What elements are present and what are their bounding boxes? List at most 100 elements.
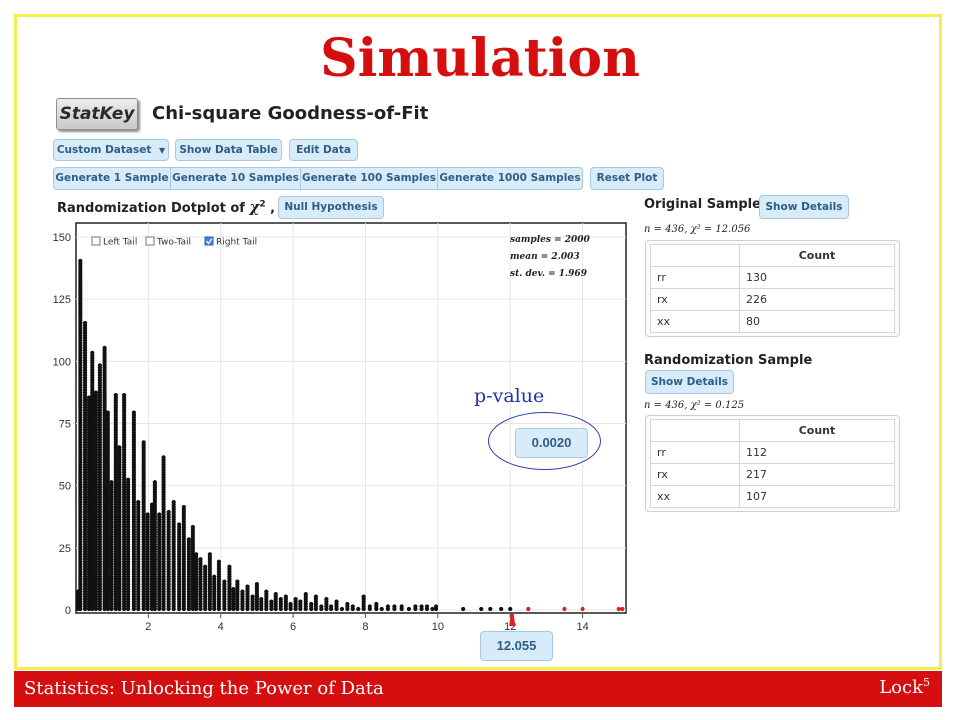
original-stat-line: n = 436, χ² = 12.056: [644, 224, 751, 235]
reset-plot-button[interactable]: Reset Plot: [590, 167, 664, 190]
dot: [269, 599, 274, 604]
left-tail-checkbox[interactable]: [91, 236, 101, 246]
right-tail-label: Right Tail: [216, 238, 257, 248]
original-count-table: Count rr 130 rx 226 xx 80: [650, 244, 895, 333]
dot: [102, 345, 107, 350]
dot: [399, 604, 404, 609]
dot: [298, 599, 303, 604]
tail-dot: [616, 606, 621, 612]
observed-statistic-box[interactable]: 12.055: [480, 631, 553, 661]
dot: [461, 606, 466, 612]
p-value-highlight-ellipse: [488, 412, 601, 470]
count-header: Count: [739, 419, 895, 442]
table-row: xx 107: [650, 485, 895, 508]
plot-heading: Randomization Dotplot of χ2 ,: [57, 198, 275, 216]
dot: [508, 606, 513, 612]
original-show-details-button[interactable]: Show Details: [759, 195, 849, 219]
show-data-table-button[interactable]: Show Data Table: [175, 139, 282, 161]
tail-dot: [580, 606, 585, 612]
dot: [488, 606, 493, 612]
dot: [288, 601, 293, 607]
stat-mean: mean = 2.003: [510, 252, 580, 262]
custom-dataset-button[interactable]: Custom Dataset ▼: [53, 139, 169, 161]
dot: [374, 601, 379, 607]
right-tail-checkbox[interactable]: [204, 236, 214, 246]
generate-1000-button[interactable]: Generate 1000 Samples: [437, 167, 583, 190]
dot: [166, 509, 171, 515]
dot: [385, 604, 391, 609]
dot: [264, 589, 269, 594]
dot: [78, 258, 83, 263]
dot: [273, 591, 278, 597]
plot-heading-comma: ,: [270, 201, 276, 216]
left-tail-label: Left Tail: [103, 238, 137, 248]
generate-100-button[interactable]: Generate 100 Samples: [300, 167, 437, 190]
y-tick-label: 50: [59, 481, 71, 493]
dot: [339, 606, 345, 612]
dot: [245, 584, 250, 589]
count-header: Count: [739, 244, 895, 267]
category-cell: rr: [650, 441, 740, 464]
dot: [227, 564, 232, 569]
y-tick-label: 125: [53, 294, 71, 306]
y-axis-ticks: 0 25 50 75 100 125 150: [53, 232, 71, 617]
dot: [283, 594, 288, 599]
dot: [171, 499, 176, 505]
category-cell: xx: [650, 310, 740, 333]
dot: [207, 552, 212, 557]
dot: [250, 594, 255, 599]
dot: [367, 604, 372, 609]
randomization-stat-line: n = 436, χ² = 0.125: [644, 400, 745, 411]
count-cell: 130: [739, 266, 895, 289]
dot: [240, 589, 245, 594]
dot: [345, 601, 350, 607]
statkey-logo[interactable]: StatKey: [56, 98, 138, 130]
null-hypothesis-button[interactable]: Null Hypothesis: [278, 196, 384, 219]
original-count-table-panel: Count rr 130 rx 226 xx 80: [645, 240, 900, 337]
two-tail-label: Two-Tail: [156, 238, 191, 248]
dot: [309, 601, 314, 607]
dot: [235, 579, 240, 584]
dot: [113, 393, 118, 398]
dot: [212, 574, 217, 579]
dot: [499, 606, 504, 612]
dot: [141, 440, 146, 445]
edit-data-button[interactable]: Edit Data: [289, 139, 358, 161]
dot: [198, 557, 203, 562]
y-tick-label: 75: [59, 419, 71, 431]
generate-10-button[interactable]: Generate 10 Samples: [170, 167, 300, 190]
p-value-label: p-value: [474, 385, 545, 407]
count-cell: 226: [739, 288, 895, 311]
dot: [82, 320, 88, 326]
chi-symbol: χ: [249, 198, 260, 216]
dot: [126, 477, 131, 482]
dot: [419, 604, 424, 609]
randomization-sample-heading: Randomization Sample: [644, 353, 813, 368]
generate-1-button[interactable]: Generate 1 Sample: [53, 167, 170, 190]
plot-heading-text: Randomization Dotplot of: [57, 201, 245, 216]
dot: [379, 606, 384, 612]
dot: [231, 587, 236, 592]
stat-samples: samples = 2000: [510, 235, 591, 245]
dot: [324, 596, 329, 602]
dot: [319, 604, 324, 609]
y-tick-label: 100: [53, 356, 71, 368]
caret-down-icon: ▼: [159, 146, 166, 155]
dot: [131, 410, 136, 415]
dot: [424, 604, 430, 609]
category-cell: rx: [650, 463, 740, 486]
table-row: xx 80: [650, 310, 895, 333]
dot: [86, 395, 92, 400]
x-tick-label: 4: [218, 621, 224, 633]
dot: [278, 596, 283, 602]
chi-superscript: 2: [259, 199, 266, 210]
dot: [181, 504, 186, 510]
tail-options: Left Tail Two-Tail Right Tail: [91, 236, 257, 248]
slide-footer: Statistics: Unlocking the Power of Data …: [14, 671, 942, 707]
checkmark-icon: [205, 238, 213, 245]
x-tick-label: 10: [432, 621, 444, 633]
dot: [203, 564, 208, 569]
two-tail-checkbox[interactable]: [145, 236, 155, 246]
dot: [152, 480, 157, 485]
randomization-show-details-button[interactable]: Show Details: [645, 370, 734, 394]
